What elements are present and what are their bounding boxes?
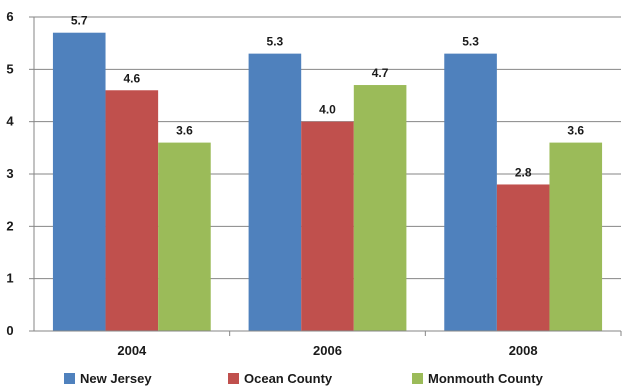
legend-swatch-new-jersey [64,372,75,384]
data-label-monmouth-county-2008: 3.6 [567,124,584,138]
data-label-new-jersey-2004: 5.7 [71,14,88,28]
y-tick-label-1: 1 [6,271,13,286]
legend: New Jersey Ocean County Monmouth County [0,368,623,388]
legend-item-monmouth-county: Monmouth County [412,368,543,388]
legend-label-new-jersey: New Jersey [80,370,152,386]
legend-swatch-monmouth-county [412,372,423,384]
data-label-ocean-county-2008: 2.8 [515,165,532,179]
data-labels: 5.7 4.6 3.6 5.3 4.0 4.7 5.3 2.8 3.6 [71,14,585,180]
bar-monmouth-county-2008 [549,142,603,331]
y-tick-label-3: 3 [6,166,13,181]
axes: 0 1 2 3 4 5 6 2004 2006 2008 [6,9,622,358]
data-label-new-jersey-2006: 5.3 [267,35,284,49]
bar-monmouth-county-2006 [353,85,407,332]
bar-monmouth-county-2004 [158,142,211,331]
bar-new-jersey-2006 [248,53,302,332]
bar-ocean-county-2004 [105,90,159,332]
bar-ocean-county-2008 [496,184,550,331]
data-label-ocean-county-2004: 4.6 [123,71,140,85]
x-tick-label-2004: 2004 [117,343,147,358]
legend-swatch-ocean-county [228,372,239,384]
data-label-monmouth-county-2004: 3.6 [176,124,193,138]
data-label-ocean-county-2006: 4.0 [319,103,336,117]
x-tick-label-2008: 2008 [509,343,538,358]
legend-label-monmouth-county: Monmouth County [428,370,543,386]
y-tick-label-5: 5 [6,61,13,76]
legend-item-new-jersey: New Jersey [64,368,152,388]
bars [52,32,603,332]
y-tick-label-0: 0 [6,323,13,338]
y-tick-label-6: 6 [6,9,13,24]
x-tick-label-2006: 2006 [313,343,342,358]
data-label-monmouth-county-2006: 4.7 [372,66,389,80]
legend-label-ocean-county: Ocean County [244,370,333,386]
y-tick-label-2: 2 [6,218,13,233]
bar-new-jersey-2008 [444,53,497,332]
legend-item-ocean-county: Ocean County [228,368,332,388]
bar-ocean-county-2006 [301,121,354,332]
data-label-new-jersey-2008: 5.3 [462,35,479,49]
y-tick-label-4: 4 [6,114,14,129]
bar-new-jersey-2004 [52,32,106,331]
